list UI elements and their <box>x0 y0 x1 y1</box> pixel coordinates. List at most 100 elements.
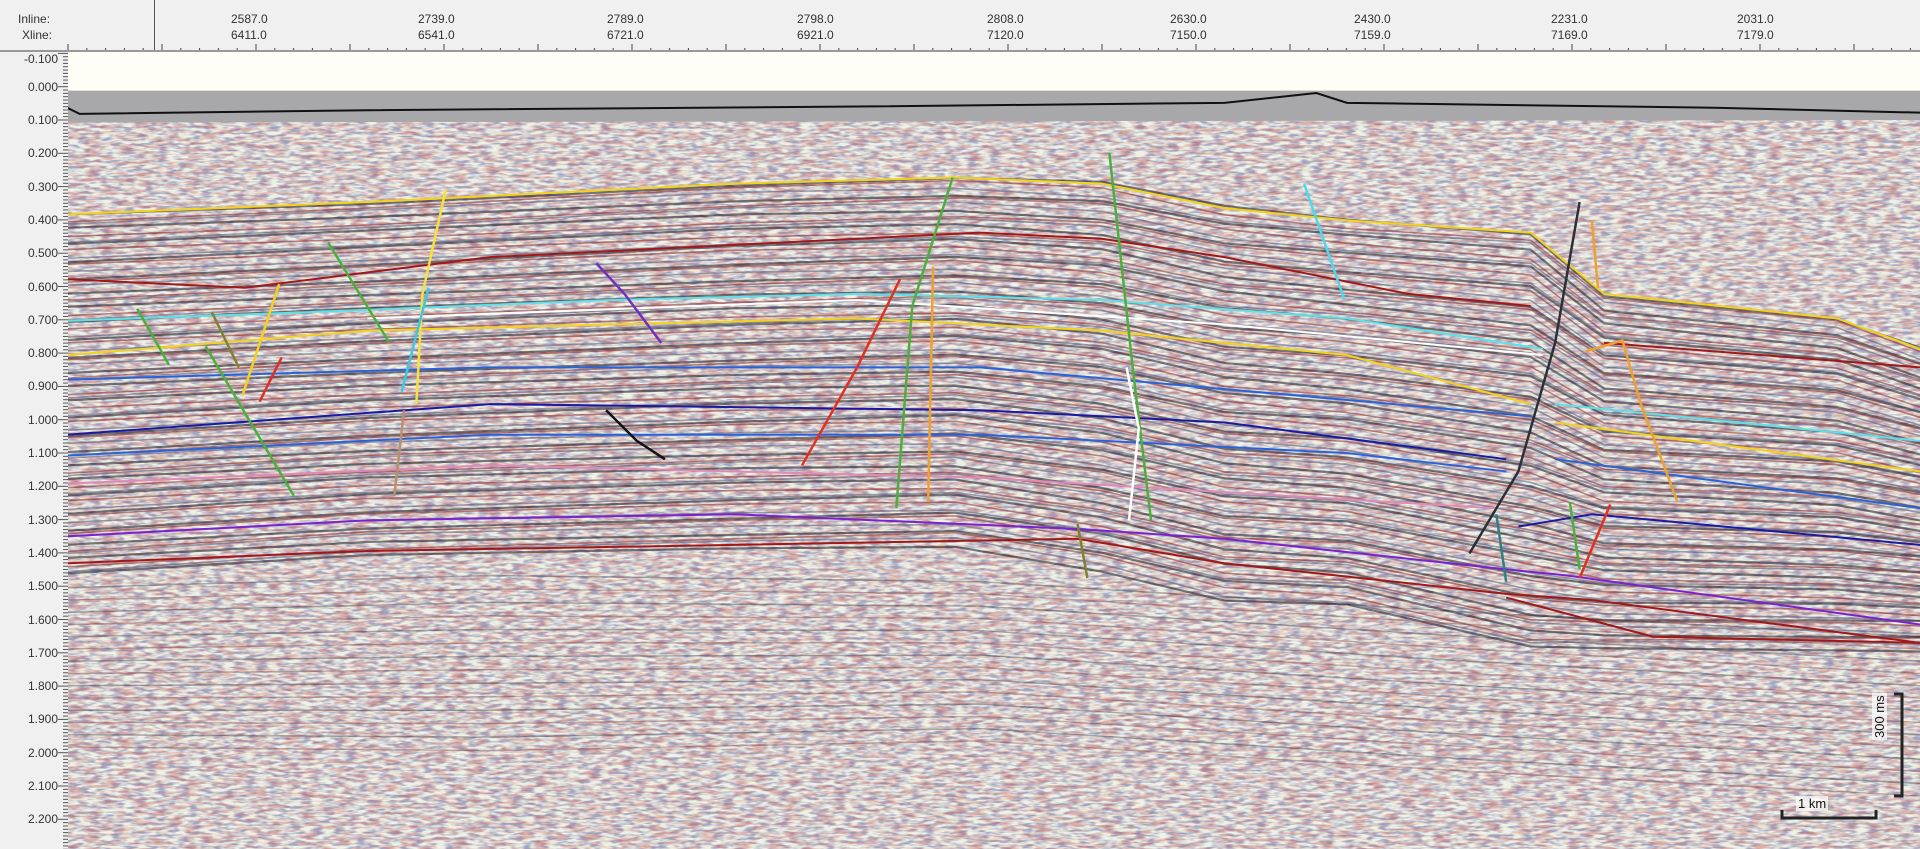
reflector-line <box>68 493 1920 609</box>
time-tick-label: 1.800 <box>27 679 58 694</box>
reflector-line <box>68 429 1920 557</box>
reflector-line <box>68 491 1920 606</box>
reflector-line <box>68 187 1920 361</box>
reflector-line <box>68 236 1920 397</box>
fault-line <box>400 287 430 393</box>
fault-line <box>204 345 295 497</box>
fault-line <box>1578 504 1612 579</box>
reflector-line <box>68 654 1920 711</box>
fault-line <box>1495 514 1508 582</box>
trace-xline-label: 6541.0 <box>418 28 455 42</box>
trace-header: Inline: Xline: 2587.0 6411.0 2739.0 6541.0 2… <box>0 0 1920 52</box>
fault-line <box>1585 338 1679 503</box>
fault-line <box>1590 220 1600 288</box>
trace-xline-label: 7169.0 <box>1551 28 1588 42</box>
trace-xline-label: 7159.0 <box>1354 28 1391 42</box>
trace-inline-label: 2798.0 <box>797 12 834 26</box>
reflector-line <box>68 450 1920 574</box>
fault-line <box>415 189 447 405</box>
time-tick-label: 1.200 <box>27 479 58 494</box>
inline-label: Inline: <box>18 12 51 26</box>
reflector-line <box>68 255 1920 414</box>
trace-xline-label: 6921.0 <box>797 28 834 42</box>
fault-line <box>393 410 406 497</box>
reflector-line <box>68 478 1920 599</box>
reflector-line <box>68 529 1920 639</box>
reflector-line <box>68 487 1920 605</box>
reflector-line <box>68 628 1920 687</box>
fault-line <box>1076 523 1089 579</box>
reflector-line <box>68 666 1920 724</box>
reflector-line <box>68 435 1920 561</box>
horizon-line <box>68 292 1544 350</box>
reflector-line <box>68 531 1920 641</box>
horizon-line <box>1518 513 1920 546</box>
horizon-line <box>68 231 1531 308</box>
reflector-line <box>68 392 1920 525</box>
time-tick-label: 0.100 <box>27 113 58 127</box>
reflector-line <box>68 276 1920 430</box>
horizontal-scale-bar <box>1780 810 1878 820</box>
horizon-line <box>1604 341 1920 369</box>
reflector-line <box>68 397 1920 532</box>
horizon-line <box>68 366 1531 418</box>
time-tick-label: 2.200 <box>27 812 58 827</box>
reflector-line <box>68 268 1920 426</box>
reflector-line <box>68 223 1920 390</box>
fault-line <box>327 241 391 344</box>
trace-xline-label: 7179.0 <box>1737 28 1774 42</box>
time-tick-label: 0.900 <box>27 379 58 394</box>
reflector-line <box>68 678 1920 736</box>
reflector-line <box>68 179 1920 353</box>
reflector-line <box>68 420 1920 551</box>
horizon-line <box>68 464 1494 510</box>
trace-xline-label: 6411.0 <box>231 28 267 42</box>
reflector-line <box>68 253 1920 413</box>
time-tick-label: 0.000 <box>27 79 58 94</box>
time-tick-label: 1.400 <box>27 545 58 560</box>
reflector-line <box>68 465 1920 588</box>
reflector-line <box>68 333 1920 477</box>
header-divider <box>154 0 155 50</box>
reflector-line <box>68 473 1920 591</box>
time-tick-label: 0.700 <box>27 312 58 327</box>
trace-inline-label: 2630.0 <box>1170 12 1207 26</box>
reflector-line <box>68 703 1920 760</box>
reflector-line <box>68 642 1920 699</box>
trace-inline-label: 2739.0 <box>418 12 455 26</box>
fault-line <box>926 266 935 503</box>
time-tick-label: 1.900 <box>27 712 58 727</box>
reflector-line <box>68 376 1920 514</box>
reflector-line <box>68 691 1920 748</box>
reflector-line <box>68 414 1920 544</box>
reflector-line <box>68 312 1920 461</box>
seismic-section[interactable] <box>68 52 1920 849</box>
water-column-band <box>68 90 1920 123</box>
reflector-line <box>68 209 1920 379</box>
horizon-line <box>1554 458 1920 510</box>
reflector-line <box>68 545 1920 653</box>
reflector-line <box>68 601 1920 662</box>
horizon-line <box>68 403 1507 461</box>
reflector-line <box>68 574 1920 638</box>
fault-line <box>1468 201 1581 555</box>
time-tick-label: 1.700 <box>27 645 58 660</box>
horizon-line <box>68 433 1507 473</box>
reflector-line <box>68 412 1920 542</box>
vertical-scale-label: 300 ms <box>1872 693 1887 740</box>
time-tick-label: 2.100 <box>27 779 58 793</box>
fault-line <box>800 278 902 466</box>
reflector-line <box>68 615 1920 675</box>
fault-line <box>1125 367 1141 521</box>
time-tick-label: 0.600 <box>27 279 58 294</box>
seabed-line <box>68 92 1920 115</box>
reflector-line <box>68 537 1920 646</box>
reflector-line <box>68 217 1920 383</box>
fault-line <box>210 311 240 368</box>
reflector-line <box>68 237 1920 401</box>
reflector-line <box>68 353 1920 494</box>
reflector-line <box>68 407 1920 540</box>
reflector-line <box>68 501 1920 617</box>
reflector-line <box>68 201 1920 371</box>
reflector-line <box>68 294 1920 445</box>
